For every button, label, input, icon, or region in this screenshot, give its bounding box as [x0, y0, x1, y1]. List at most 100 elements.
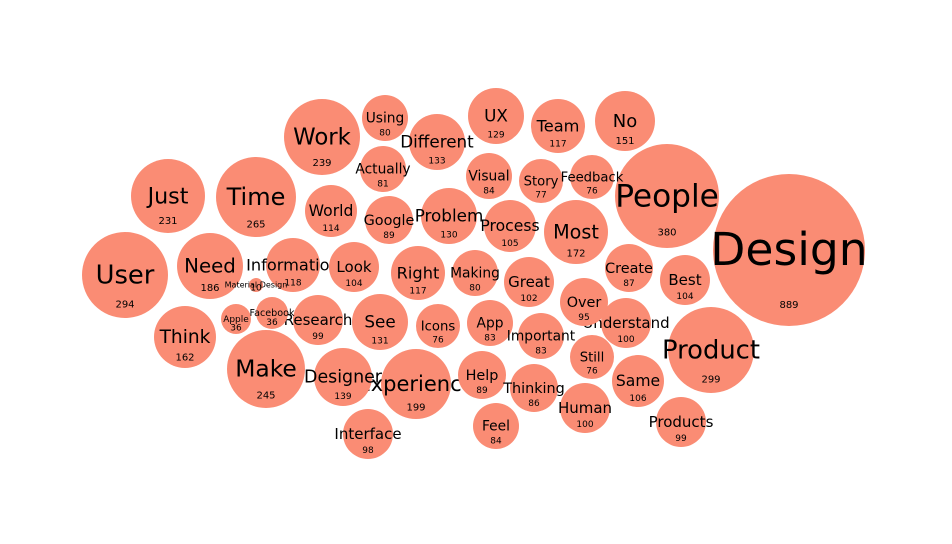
- bubble-word-feedback: Feedback: [561, 170, 624, 185]
- bubble-circle-actually: [360, 146, 406, 192]
- bubble-world: World 114: [305, 185, 357, 237]
- bubble-circle-making: [452, 250, 498, 296]
- bubble-circle-human: [560, 383, 610, 433]
- bubble-research: Research 99: [284, 295, 353, 345]
- bubble-circle-using: [362, 95, 408, 141]
- bubble-word-make: Make: [235, 355, 297, 383]
- bubble-count-people: 380: [657, 228, 676, 239]
- bubble-user: User 294: [82, 232, 168, 318]
- bubble-count-process: 105: [501, 239, 518, 249]
- bubble-circle-right: [391, 246, 445, 300]
- bubble-icons: Icons 76: [416, 304, 460, 348]
- bubble-word-icons: Icons: [421, 319, 456, 334]
- bubble-circle-just: [131, 159, 205, 233]
- bubble-count-think: 162: [175, 353, 194, 364]
- bubble-word-story: Story: [524, 174, 559, 189]
- bubble-over: Over 95: [560, 278, 608, 326]
- bubble-count-facebook: 36: [266, 318, 278, 328]
- bubble-count-actually: 81: [377, 179, 388, 189]
- bubble-word-over: Over: [567, 295, 602, 311]
- bubble-design: Design 889: [710, 174, 868, 326]
- bubble-circle-understand: [601, 298, 651, 348]
- bubble-count-great: 102: [520, 294, 537, 304]
- bubble-word-facebook: Facebook: [249, 308, 295, 319]
- bubble-word-interface: Interface: [334, 425, 401, 443]
- bubble-circle-think: [154, 306, 216, 368]
- bubble-story: Story 77: [519, 159, 563, 203]
- bubble-circle-research: [293, 295, 343, 345]
- bubble-count-information: 118: [284, 279, 301, 289]
- bubble-word-different: Different: [400, 132, 474, 152]
- bubble-circle-great: [504, 257, 554, 307]
- bubble-understand: Understand 100: [582, 298, 670, 348]
- bubble-word-feel: Feel: [482, 419, 510, 435]
- bubble-count-time: 265: [246, 219, 265, 230]
- bubble-word-need: Need: [184, 255, 236, 278]
- bubble-different: Different 133: [400, 114, 474, 170]
- bubble-word-user: User: [96, 261, 155, 291]
- bubble-word-using: Using: [366, 111, 405, 127]
- bubble-see: See 131: [352, 294, 408, 350]
- bubble-circle-people: [615, 144, 719, 248]
- bubble-count-human: 100: [576, 420, 593, 430]
- bubble-thinking: Thinking 86: [502, 364, 565, 412]
- bubble-word-just: Just: [146, 183, 189, 209]
- bubble-word-process: Process: [480, 217, 539, 235]
- bubble-circle-story: [519, 159, 563, 203]
- bubble-circle-experience: [381, 349, 451, 419]
- bubble-circle-help: [458, 351, 506, 399]
- bubble-word-apple: Apple: [223, 315, 249, 325]
- bubble-count-work: 239: [312, 158, 331, 169]
- bubble-count-world: 114: [322, 224, 339, 234]
- bubble-no: No 151: [595, 91, 655, 151]
- bubble-still: Still 76: [570, 335, 614, 379]
- bubble-count-over: 95: [578, 313, 589, 323]
- bubble-circle-problem: [421, 188, 477, 244]
- bubble-count-using: 80: [379, 128, 391, 138]
- bubble-word-team: Team: [536, 116, 580, 135]
- bubble-experience: Experience 199: [357, 349, 475, 419]
- bubble-count-problem: 130: [440, 230, 457, 240]
- bubble-count-different: 133: [428, 156, 445, 166]
- bubble-count-icons: 76: [432, 336, 444, 346]
- bubble-count-ux: 129: [487, 130, 504, 140]
- bubble-word-research: Research: [284, 311, 353, 329]
- bubble-word-best: Best: [668, 271, 701, 289]
- bubble-word-app: App: [477, 316, 504, 332]
- bubble-interface: Interface 98: [334, 409, 402, 459]
- bubble-word-ux: UX: [484, 106, 508, 126]
- bubble-create: Create 87: [605, 244, 653, 292]
- bubble-count-research: 99: [312, 332, 324, 342]
- bubble-count-app: 83: [484, 333, 495, 343]
- bubble-word-experience: Experience: [357, 372, 474, 396]
- bubble-count-google: 89: [383, 231, 395, 241]
- bubble-make: Make 245: [227, 330, 305, 408]
- bubble-process: Process 105: [480, 200, 540, 252]
- bubble-word-look: Look: [336, 258, 371, 276]
- bubble-group: Design 889 People 380 Product 299 User 294 Time 2…: [82, 88, 868, 459]
- bubble-circle-interface: [343, 409, 393, 459]
- bubble-count-visual: 84: [483, 186, 495, 196]
- bubble-human: Human 100: [558, 383, 612, 433]
- bubble-word-no: No: [613, 111, 637, 132]
- bubble-count-apple: 36: [230, 323, 242, 333]
- bubble-designer: Designer 139: [304, 348, 383, 406]
- bubble-circle-material-design: [249, 278, 263, 292]
- bubble-circle-important: [518, 313, 564, 359]
- bubble-count-see: 131: [371, 336, 388, 346]
- bubble-help: Help 89: [458, 351, 506, 399]
- bubble-count-feedback: 76: [586, 187, 598, 197]
- bubble-word-thinking: Thinking: [502, 381, 565, 397]
- bubble-right: Right 117: [391, 246, 445, 300]
- bubble-word-visual: Visual: [468, 169, 509, 185]
- bubble-circle-products: [656, 397, 706, 447]
- bubble-count-material-design: 10: [250, 283, 262, 293]
- bubble-need: Need 186: [177, 233, 243, 299]
